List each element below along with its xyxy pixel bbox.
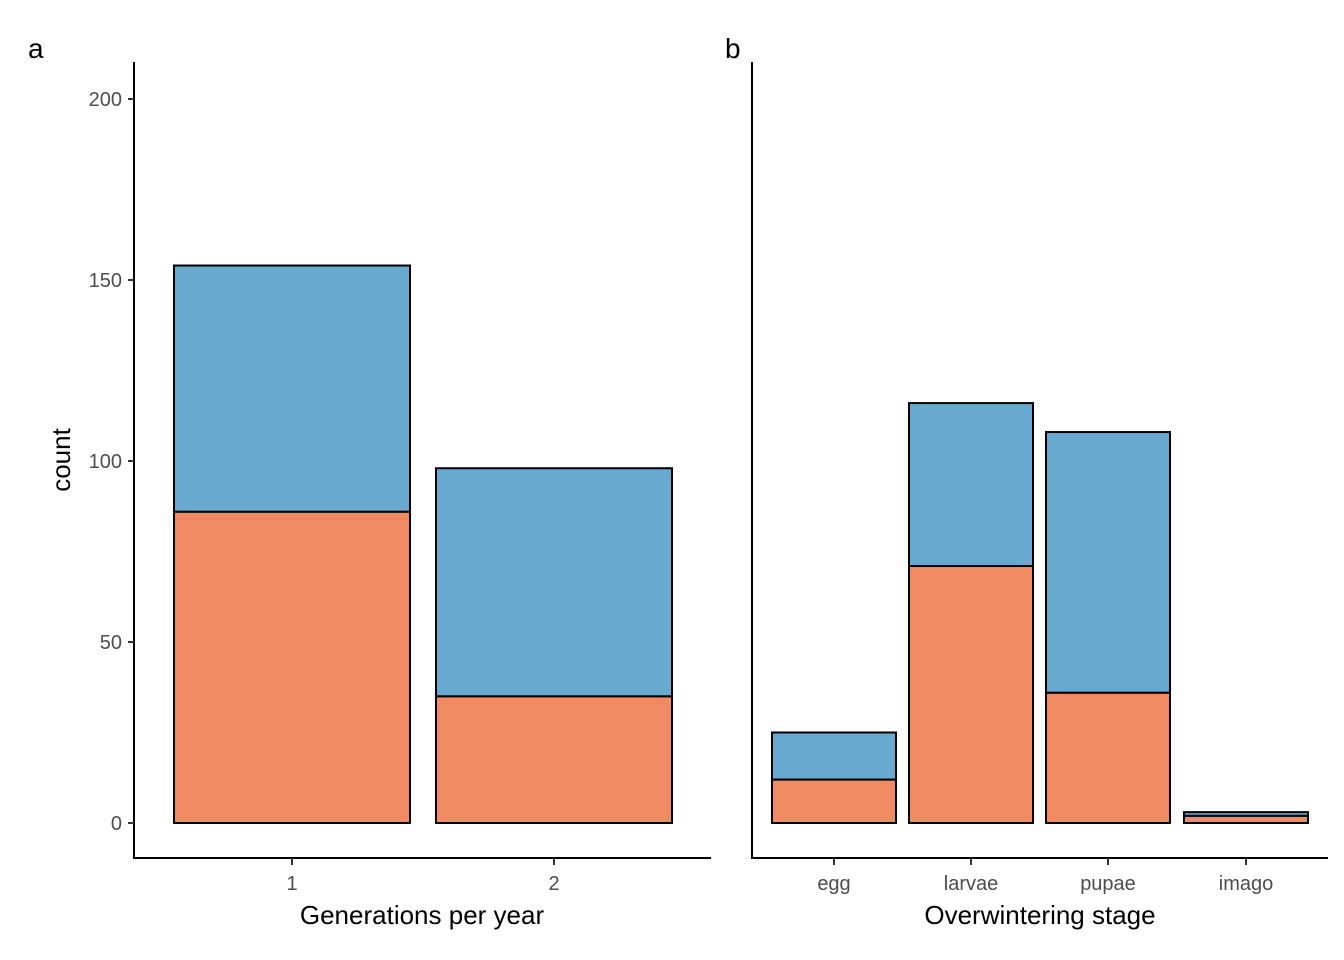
panel-a-bar-2-segment-1 <box>435 695 673 824</box>
panel-a-y-tick-label: 50 <box>100 632 122 654</box>
panel-b-x-tick-label-pupae: pupae <box>1080 873 1136 895</box>
panel-a-y-tick-label: 0 <box>111 813 122 835</box>
panel-b-bar-larvae-segment-1 <box>908 564 1034 824</box>
panel-b-x-title: Overwintering stage <box>924 900 1155 930</box>
panel-a-x-tick-label-2: 2 <box>548 873 559 895</box>
panel-a-bars <box>173 264 673 824</box>
panel-b-letter: b <box>725 33 741 64</box>
panel-a-y-tick-label: 200 <box>89 89 122 111</box>
panel-a-x-tick-label-1: 1 <box>286 873 297 895</box>
panel-a-letter: a <box>28 33 44 64</box>
panel-b-x-tick-label-egg: egg <box>817 873 850 895</box>
panel-b-bar-pupae-segment-2 <box>1045 431 1171 694</box>
panel-a-bar-2-segment-2 <box>435 467 673 698</box>
panel-a-y-ticks: 0 50 100 150 200 <box>89 89 134 835</box>
panel-b-bar-larvae-segment-2 <box>908 402 1034 567</box>
panel-b-x-tick-label-imago: imago <box>1219 873 1273 895</box>
panel-b-x-ticks: egg larvae pupae imago <box>817 858 1273 895</box>
panel-a-bar-1-segment-1 <box>173 510 411 824</box>
panel-a-bar-1-segment-2 <box>173 264 411 513</box>
panel-b-bars <box>771 402 1309 825</box>
panel-b-bar-egg-segment-1 <box>771 778 897 824</box>
panel-a-y-tick-label: 100 <box>89 451 122 473</box>
panel-b-x-tick-label-larvae: larvae <box>944 873 998 895</box>
panel-b-bar-imago-segment-2 <box>1183 811 1309 817</box>
panel-a-y-tick-label: 150 <box>89 270 122 292</box>
panel-b: b egg larvae pupae imago Overwintering stag… <box>725 33 1328 930</box>
panel-b-bar-imago-segment-1 <box>1183 814 1309 825</box>
panel-a-y-title: count <box>46 427 76 491</box>
panel-b-bar-egg-segment-2 <box>771 731 897 781</box>
panel-a-x-title: Generations per year <box>300 900 545 930</box>
panel-b-bar-pupae-segment-1 <box>1045 691 1171 824</box>
